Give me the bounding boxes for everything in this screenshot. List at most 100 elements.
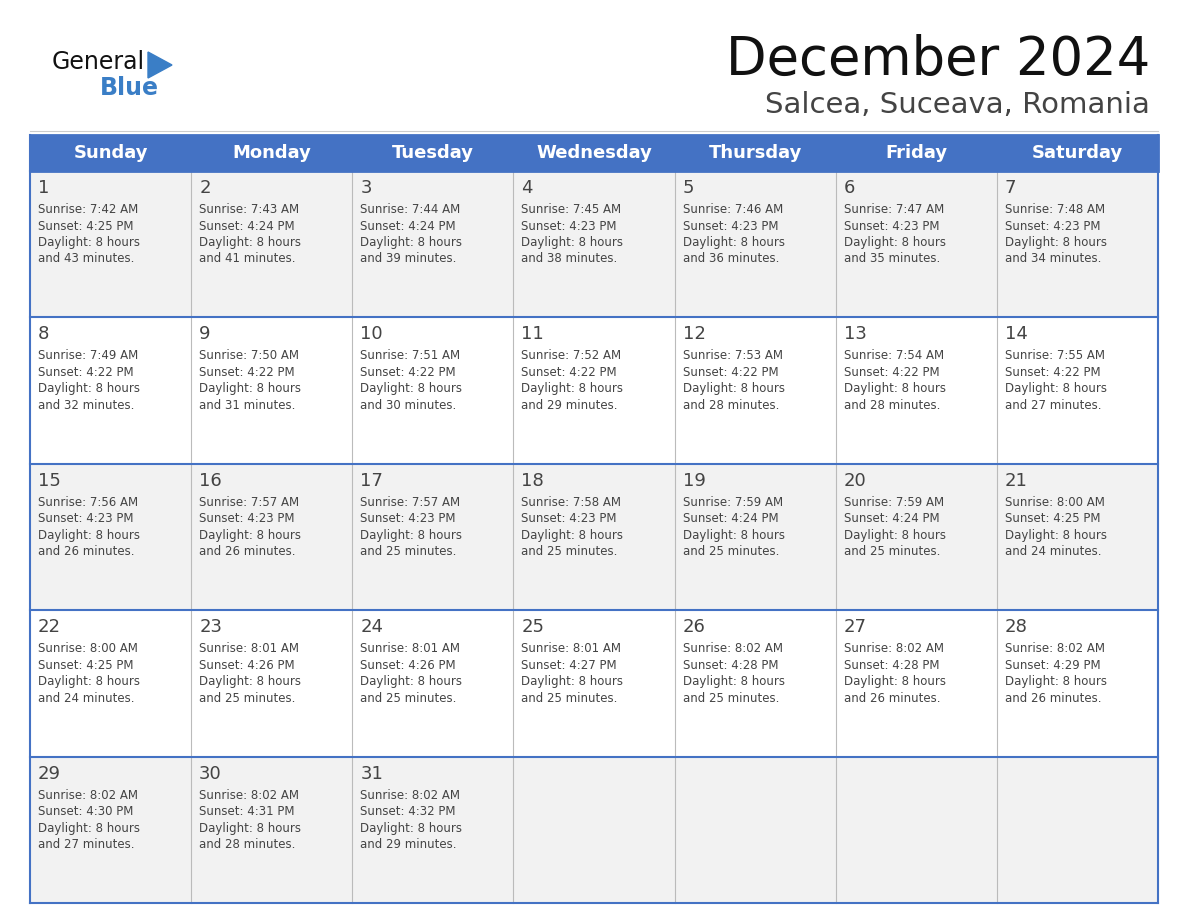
Text: Sunset: 4:23 PM: Sunset: 4:23 PM	[38, 512, 133, 525]
Text: Sunset: 4:30 PM: Sunset: 4:30 PM	[38, 805, 133, 818]
Text: and 26 minutes.: and 26 minutes.	[1005, 691, 1101, 705]
Text: Daylight: 8 hours: Daylight: 8 hours	[1005, 383, 1107, 396]
Bar	[30, 756, 191, 903]
Text: Sunrise: 7:59 AM: Sunrise: 7:59 AM	[683, 496, 783, 509]
Text: Sunset: 4:26 PM: Sunset: 4:26 PM	[360, 659, 456, 672]
Text: 27: 27	[843, 618, 867, 636]
Bar	[997, 135, 1158, 171]
Text: 13: 13	[843, 325, 866, 343]
Text: and 38 minutes.: and 38 minutes.	[522, 252, 618, 265]
Text: and 25 minutes.: and 25 minutes.	[522, 545, 618, 558]
Text: Sunset: 4:24 PM: Sunset: 4:24 PM	[360, 219, 456, 232]
Text: Daylight: 8 hours: Daylight: 8 hours	[522, 676, 624, 688]
Text: and 24 minutes.: and 24 minutes.	[1005, 545, 1101, 558]
Bar	[191, 756, 353, 903]
Text: Daylight: 8 hours: Daylight: 8 hours	[683, 529, 784, 542]
Text: Sunrise: 7:51 AM: Sunrise: 7:51 AM	[360, 350, 461, 363]
Bar	[835, 610, 997, 756]
Text: Sunrise: 7:43 AM: Sunrise: 7:43 AM	[200, 203, 299, 216]
Bar	[997, 171, 1158, 318]
Text: and 25 minutes.: and 25 minutes.	[683, 691, 779, 705]
Text: 12: 12	[683, 325, 706, 343]
Text: Wednesday: Wednesday	[536, 144, 652, 162]
Bar	[835, 135, 997, 171]
Text: and 39 minutes.: and 39 minutes.	[360, 252, 456, 265]
Text: 8: 8	[38, 325, 50, 343]
Text: and 27 minutes.: and 27 minutes.	[38, 838, 134, 851]
Text: Daylight: 8 hours: Daylight: 8 hours	[522, 529, 624, 542]
Text: Friday: Friday	[885, 144, 947, 162]
Text: Sunset: 4:23 PM: Sunset: 4:23 PM	[200, 512, 295, 525]
Text: Sunrise: 8:02 AM: Sunrise: 8:02 AM	[683, 643, 783, 655]
Text: and 25 minutes.: and 25 minutes.	[360, 691, 456, 705]
Text: and 27 minutes.: and 27 minutes.	[1005, 399, 1101, 412]
Text: Daylight: 8 hours: Daylight: 8 hours	[38, 822, 140, 834]
Text: 2: 2	[200, 179, 210, 197]
Text: and 36 minutes.: and 36 minutes.	[683, 252, 779, 265]
Text: 19: 19	[683, 472, 706, 490]
Text: Sunrise: 7:44 AM: Sunrise: 7:44 AM	[360, 203, 461, 216]
Text: Daylight: 8 hours: Daylight: 8 hours	[38, 529, 140, 542]
Text: Sunrise: 8:01 AM: Sunrise: 8:01 AM	[522, 643, 621, 655]
Text: 16: 16	[200, 472, 222, 490]
Text: Sunset: 4:28 PM: Sunset: 4:28 PM	[683, 659, 778, 672]
Text: Sunset: 4:22 PM: Sunset: 4:22 PM	[200, 366, 295, 379]
Text: and 25 minutes.: and 25 minutes.	[200, 691, 296, 705]
Text: Daylight: 8 hours: Daylight: 8 hours	[360, 383, 462, 396]
Bar	[353, 464, 513, 610]
Text: Sunset: 4:25 PM: Sunset: 4:25 PM	[38, 659, 133, 672]
Text: Sunset: 4:22 PM: Sunset: 4:22 PM	[1005, 366, 1100, 379]
Text: and 26 minutes.: and 26 minutes.	[38, 545, 134, 558]
Text: Sunset: 4:23 PM: Sunset: 4:23 PM	[1005, 219, 1100, 232]
Text: Sunrise: 8:00 AM: Sunrise: 8:00 AM	[1005, 496, 1105, 509]
Text: Sunrise: 7:46 AM: Sunrise: 7:46 AM	[683, 203, 783, 216]
Text: Sunset: 4:24 PM: Sunset: 4:24 PM	[683, 512, 778, 525]
Bar	[30, 135, 191, 171]
Text: and 26 minutes.: and 26 minutes.	[200, 545, 296, 558]
Text: 5: 5	[683, 179, 694, 197]
Text: Daylight: 8 hours: Daylight: 8 hours	[683, 383, 784, 396]
Bar	[191, 610, 353, 756]
Text: and 35 minutes.: and 35 minutes.	[843, 252, 940, 265]
Text: 7: 7	[1005, 179, 1017, 197]
Polygon shape	[148, 52, 172, 78]
Text: 31: 31	[360, 765, 384, 783]
Text: Sunset: 4:22 PM: Sunset: 4:22 PM	[522, 366, 617, 379]
Text: 28: 28	[1005, 618, 1028, 636]
Text: Sunrise: 7:54 AM: Sunrise: 7:54 AM	[843, 350, 943, 363]
Text: Sunset: 4:23 PM: Sunset: 4:23 PM	[683, 219, 778, 232]
Bar	[513, 756, 675, 903]
Bar	[835, 756, 997, 903]
Text: and 29 minutes.: and 29 minutes.	[360, 838, 456, 851]
Bar	[353, 171, 513, 318]
Text: Sunset: 4:24 PM: Sunset: 4:24 PM	[200, 219, 295, 232]
Text: Sunrise: 8:02 AM: Sunrise: 8:02 AM	[38, 789, 138, 801]
Text: Daylight: 8 hours: Daylight: 8 hours	[522, 236, 624, 249]
Text: Sunrise: 7:49 AM: Sunrise: 7:49 AM	[38, 350, 138, 363]
Bar	[675, 318, 835, 464]
Text: 23: 23	[200, 618, 222, 636]
Text: Sunset: 4:24 PM: Sunset: 4:24 PM	[843, 512, 940, 525]
Text: and 28 minutes.: and 28 minutes.	[200, 838, 296, 851]
Text: Daylight: 8 hours: Daylight: 8 hours	[360, 676, 462, 688]
Text: 29: 29	[38, 765, 61, 783]
Text: Daylight: 8 hours: Daylight: 8 hours	[360, 529, 462, 542]
Text: and 28 minutes.: and 28 minutes.	[843, 399, 940, 412]
Text: Thursday: Thursday	[708, 144, 802, 162]
Text: Daylight: 8 hours: Daylight: 8 hours	[200, 822, 301, 834]
Bar	[513, 135, 675, 171]
Bar	[191, 135, 353, 171]
Text: 14: 14	[1005, 325, 1028, 343]
Bar	[353, 756, 513, 903]
Bar	[997, 318, 1158, 464]
Bar	[675, 610, 835, 756]
Text: 1: 1	[38, 179, 50, 197]
Text: Daylight: 8 hours: Daylight: 8 hours	[200, 383, 301, 396]
Bar	[997, 464, 1158, 610]
Text: Daylight: 8 hours: Daylight: 8 hours	[1005, 236, 1107, 249]
Text: Daylight: 8 hours: Daylight: 8 hours	[360, 236, 462, 249]
Text: Daylight: 8 hours: Daylight: 8 hours	[1005, 529, 1107, 542]
Text: 24: 24	[360, 618, 384, 636]
Text: Sunset: 4:23 PM: Sunset: 4:23 PM	[360, 512, 456, 525]
Bar	[191, 318, 353, 464]
